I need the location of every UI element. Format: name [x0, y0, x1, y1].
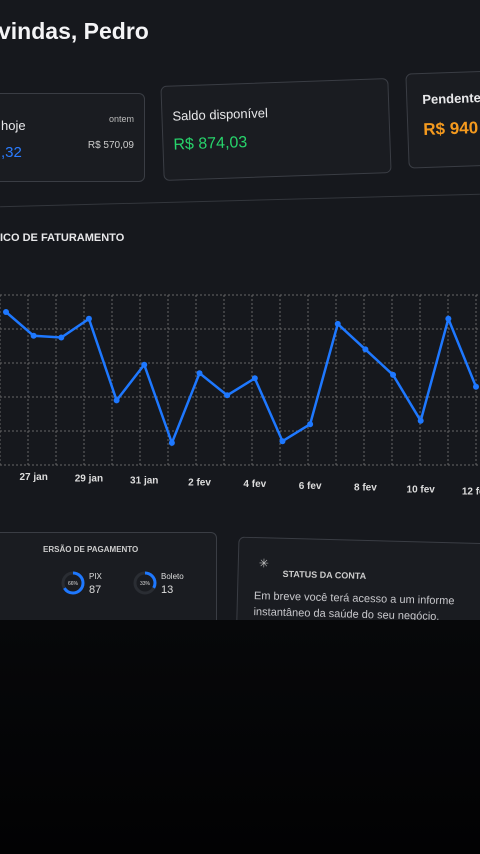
point	[307, 421, 314, 428]
point	[196, 370, 203, 377]
point	[224, 392, 231, 399]
point	[30, 332, 37, 339]
point	[113, 397, 120, 404]
point	[3, 309, 9, 315]
x-tick-label: 31 jan	[130, 476, 158, 487]
card-label: hoje	[1, 118, 26, 133]
point	[417, 417, 424, 424]
conversion-rings: 66% PIX 87 33% Boleto 13	[61, 571, 184, 596]
x-tick-label: 12 fev	[462, 486, 480, 497]
chart-title: ICO DE FATURAMENTO	[0, 232, 125, 244]
card-pending: Pendente R$ 940	[405, 70, 480, 169]
x-tick-label: 2 fev	[188, 477, 211, 488]
ring-value	[133, 571, 157, 595]
method-count: 13	[161, 584, 173, 596]
card-sublabel: ontem	[108, 114, 134, 124]
method-count: 87	[89, 584, 101, 596]
ring-label: 66%	[68, 581, 79, 587]
card-subvalue: R$ 570,09	[87, 140, 134, 151]
point	[390, 371, 397, 378]
method-name: Boleto	[161, 572, 184, 581]
point	[85, 315, 92, 322]
divider	[0, 193, 480, 208]
x-tick-label: 27 jan	[19, 472, 47, 483]
point	[334, 320, 341, 327]
point	[362, 346, 369, 353]
card-value: R$ 940	[423, 118, 479, 140]
card-label: Pendente	[422, 90, 480, 108]
x-tick-label: 10 fev	[407, 485, 436, 496]
chart: 27 jan 29 jan 31 jan 2 fev 4 fev 6 fev 8 fev 10…	[0, 294, 480, 497]
point	[141, 361, 148, 368]
method-name: PIX	[89, 572, 103, 581]
x-tick-label: 4 fev	[243, 479, 266, 490]
point	[58, 334, 65, 341]
line	[5, 311, 478, 447]
point	[251, 375, 258, 382]
status-title: STATUS DA CONTA	[282, 568, 367, 582]
conversion-card: ERSÃO DE PAGAMENTO 66% PIX 87 33% Boleto 13	[0, 532, 217, 629]
x-tick-label: 8 fev	[354, 483, 377, 494]
point	[279, 438, 286, 445]
conversion-title: ERSÃO DE PAGAMENTO	[43, 545, 139, 554]
greeting: vindas, Pedro	[0, 18, 149, 44]
ring-label: 33%	[140, 581, 151, 587]
ring-value	[61, 571, 85, 595]
point	[168, 439, 175, 446]
point	[473, 383, 479, 390]
dashboard: vindas, Pedro hoje ontem ,32 R$ 570,09 S…	[0, 0, 480, 660]
point	[445, 315, 452, 322]
card-today: hoje ontem ,32 R$ 570,09	[0, 93, 145, 182]
x-tick-label: 29 jan	[75, 474, 103, 485]
card-label: Saldo disponível	[172, 105, 269, 124]
card-value: R$ 874,03	[173, 134, 248, 154]
card-value: ,32	[1, 144, 22, 161]
x-tick-label: 6 fev	[299, 481, 322, 492]
status-icon: ✳	[258, 556, 270, 571]
screen-bezel	[0, 620, 480, 854]
card-balance: Saldo disponível R$ 874,03	[160, 78, 392, 181]
